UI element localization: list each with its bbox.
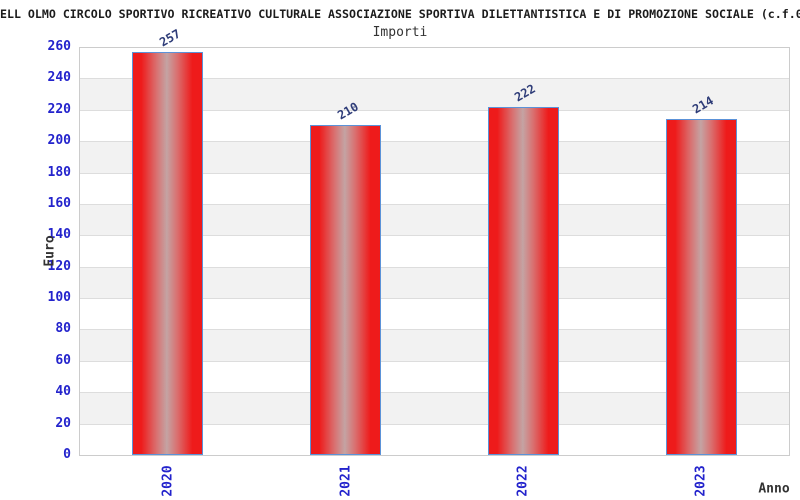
gridline [80,266,789,268]
y-tick-label: 160 [47,195,71,211]
y-tick-label: 120 [47,258,71,274]
x-tick-label: 2021 [338,465,354,497]
y-tick-label: 200 [47,133,71,149]
y-tick-label: 0 [63,447,71,462]
x-axis-title: Anno [758,481,790,497]
y-tick-label: 20 [55,415,71,431]
gridline [80,235,789,237]
gridline [80,360,789,362]
gridline [80,78,789,80]
gridline [80,423,789,425]
bar-2021 [310,125,382,455]
x-tick-label: 2022 [515,465,531,497]
y-tick-label: 220 [47,101,71,117]
bar-2022 [487,106,559,455]
bar-2020 [132,51,204,455]
gridline [80,109,789,111]
y-tick-label: 100 [47,290,71,306]
chart-title: ELL OLMO CIRCOLO SPORTIVO RICREATIVO CUL… [0,7,800,21]
gridline [80,172,789,174]
y-tick-label: 80 [55,321,71,337]
y-tick-label: 260 [47,39,71,54]
y-tick-label: 240 [47,70,71,86]
gridline [80,141,789,143]
chart-subtitle: Importi [372,25,428,40]
x-tick-label: 2023 [693,465,709,497]
gridline [80,203,789,205]
y-tick-label: 60 [55,352,71,368]
y-tick-label: 40 [55,384,71,400]
bar-2023 [665,119,737,455]
gridline [80,329,789,331]
y-tick-label: 140 [47,227,71,243]
y-axis-title: Euro [42,235,58,267]
gridline [80,392,789,394]
plot-area [79,47,790,456]
y-tick-label: 180 [47,164,71,180]
x-tick-label: 2020 [160,465,176,497]
gridline [80,298,789,300]
